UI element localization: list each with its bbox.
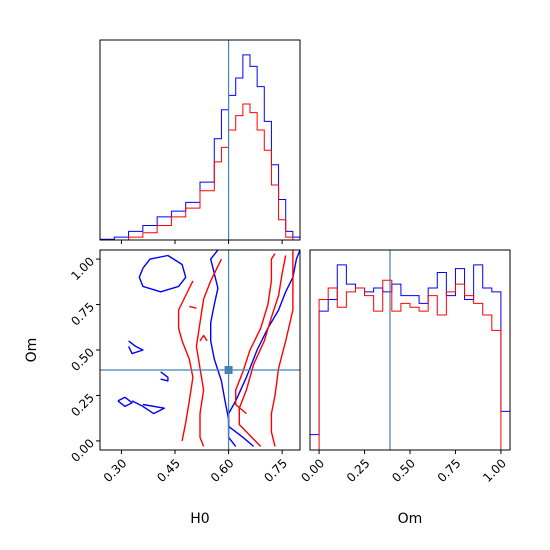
xlabel-h0: H0 xyxy=(190,511,209,527)
contour-line xyxy=(199,334,208,342)
hist-h0-frame xyxy=(99,39,301,241)
hist-om-xtick-label: 0.00 xyxy=(298,456,327,485)
contour-line xyxy=(117,396,133,408)
scatter-ytick-label: 0.50 xyxy=(68,345,97,374)
contour-line xyxy=(270,250,294,447)
contour-line xyxy=(227,250,300,447)
hist-om-xtick-label: 0.25 xyxy=(344,456,373,485)
scatter-xtick-label: 0.45 xyxy=(154,456,183,485)
panel-scatter-h0-om: 0.30 0.45 0.60 0.75 0.00 0.25 0.50 0.75 1.00 xyxy=(68,249,301,485)
panel-hist-om: 0.00 0.25 0.50 0.75 1.00 xyxy=(298,249,511,485)
contour-line xyxy=(138,254,187,293)
hist-om-xtick-label: 1.00 xyxy=(480,456,509,485)
contour-line xyxy=(238,255,287,447)
scatter-ytick-label: 0.25 xyxy=(68,391,97,420)
hist-h0-blue xyxy=(99,54,301,240)
contour-line xyxy=(235,253,276,415)
contour-group xyxy=(117,250,300,447)
contour-line xyxy=(210,250,237,447)
hist-om-frame xyxy=(309,249,511,451)
truth-marker xyxy=(224,366,233,374)
hist-om-red xyxy=(310,279,510,451)
contour-line xyxy=(127,340,144,355)
hist-om-blue xyxy=(309,264,511,450)
scatter-ytick-label: 0.00 xyxy=(68,436,97,465)
scatter-xtick-label: 0.60 xyxy=(208,456,237,485)
panel-hist-h0 xyxy=(99,39,301,244)
scatter-ytick-label: 1.00 xyxy=(68,254,97,283)
contour-line xyxy=(189,305,197,309)
contour-line xyxy=(177,280,194,442)
hist-h0-red xyxy=(100,103,300,241)
ylabel-om: Om xyxy=(24,338,40,363)
scatter-ytick-label: 0.75 xyxy=(68,300,97,329)
hist-om-xtick-label: 0.50 xyxy=(389,456,418,485)
contour-line xyxy=(195,258,223,447)
scatter-xtick-label: 0.75 xyxy=(261,456,290,485)
contour-line xyxy=(160,371,169,382)
hist-om-xtick-label: 0.75 xyxy=(435,456,464,485)
contour-line xyxy=(131,400,165,415)
xlabel-om: Om xyxy=(398,511,423,527)
scatter-xtick-label: 0.30 xyxy=(101,456,130,485)
